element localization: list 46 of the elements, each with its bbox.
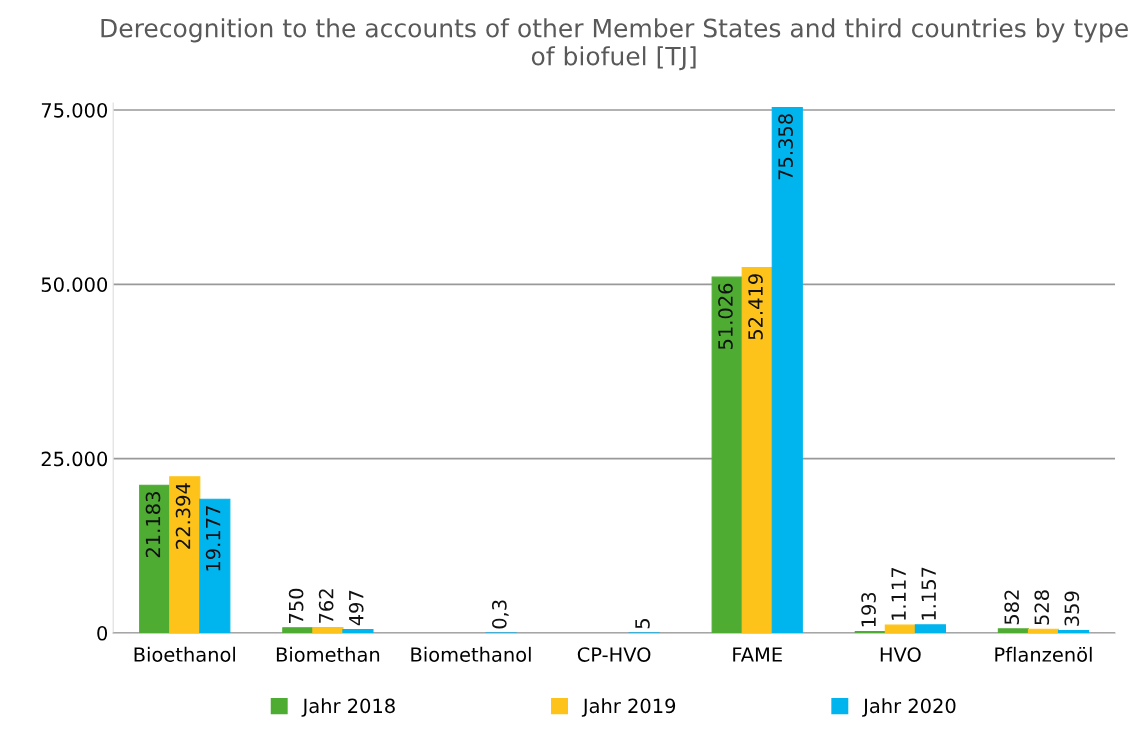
data-label: 0,3 bbox=[491, 600, 509, 629]
y-tick-label: 75.000 bbox=[41, 102, 108, 118]
data-label: 51.026 bbox=[718, 283, 733, 350]
data-label: 762 bbox=[318, 589, 334, 623]
bar bbox=[282, 627, 314, 633]
x-tick-label: FAME bbox=[733, 647, 782, 662]
bar bbox=[342, 628, 374, 633]
bar bbox=[139, 484, 171, 633]
x-tick-label: CP-HVO bbox=[577, 647, 651, 662]
legend-label: Jahr 2018 bbox=[301, 698, 395, 717]
data-label: 22.394 bbox=[175, 483, 191, 549]
bar bbox=[914, 624, 946, 633]
bar bbox=[884, 624, 916, 633]
data-label: 52.419 bbox=[748, 274, 763, 340]
data-label: 750 bbox=[288, 588, 304, 623]
y-tick-label: 50.000 bbox=[41, 277, 108, 292]
legend-label: Jahr 2020 bbox=[862, 698, 956, 717]
data-label: 19.177 bbox=[205, 506, 221, 571]
y-tick-label: 25.000 bbox=[41, 451, 108, 467]
x-tick-label: Bioethanol bbox=[134, 646, 235, 662]
data-label: 193 bbox=[861, 592, 876, 627]
bar bbox=[741, 266, 773, 633]
data-label: 75.358 bbox=[778, 114, 793, 180]
legend-label: Jahr 2019 bbox=[581, 698, 676, 717]
data-label: 582 bbox=[1004, 590, 1020, 625]
x-tick-label: Biomethanol bbox=[411, 646, 531, 662]
x-tick-label: Pflanzenöl bbox=[995, 646, 1092, 662]
x-tick-label: Biomethan bbox=[276, 646, 380, 662]
bar bbox=[169, 476, 201, 633]
bar bbox=[1057, 629, 1090, 633]
y-tick-label: 0 bbox=[97, 625, 108, 641]
data-label: 528 bbox=[1034, 590, 1050, 625]
x-tick-label: HVO bbox=[880, 647, 921, 662]
data-label: 1.157 bbox=[921, 567, 937, 620]
bar bbox=[199, 498, 231, 633]
data-label: 497 bbox=[348, 590, 364, 626]
chart-title: Derecognition to the accounts of other Member States and third countries by type of biofuel [TJ] bbox=[101, 18, 1128, 71]
data-label: 5 bbox=[635, 619, 650, 629]
bar bbox=[1027, 628, 1060, 633]
bar bbox=[711, 276, 743, 633]
data-label: 1.117 bbox=[891, 567, 906, 620]
bar bbox=[771, 106, 803, 633]
bar bbox=[997, 628, 1029, 633]
data-label: 21.183 bbox=[145, 492, 161, 558]
bar bbox=[312, 627, 344, 633]
data-label: 359 bbox=[1064, 591, 1080, 626]
